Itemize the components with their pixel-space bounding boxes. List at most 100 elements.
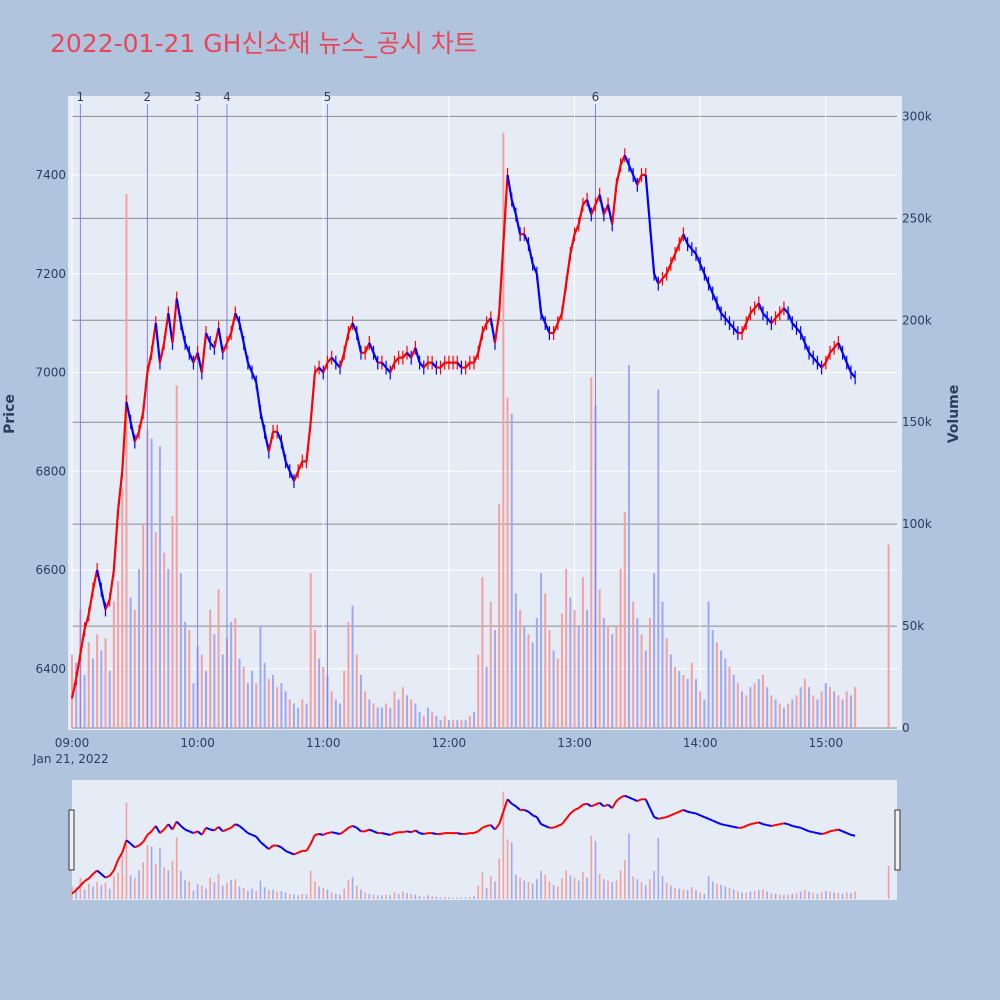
mini-volume-bar (644, 885, 647, 899)
mini-price-candle (230, 823, 236, 829)
price-candle (121, 402, 128, 472)
mini-price-candle (293, 851, 299, 856)
mini-price-candle (515, 805, 521, 811)
mini-price-candle (578, 803, 584, 809)
mini-volume-bar (163, 867, 165, 899)
mini-volume-bar (104, 882, 107, 899)
price-candle (104, 599, 111, 610)
mini-volume-bar (452, 897, 454, 899)
volume-bar (284, 691, 287, 728)
mini-volume-bar (678, 888, 681, 899)
y-tick-label: 6800 (35, 464, 66, 478)
mini-volume-bar (422, 896, 425, 899)
mini-volume-bar (368, 893, 371, 899)
mini-volume-bar (732, 889, 735, 899)
mini-price-candle (247, 832, 253, 836)
mini-price-candle (620, 794, 626, 799)
mini-price-candle (850, 833, 856, 837)
volume-bar (242, 666, 245, 728)
volume-bar (401, 687, 404, 728)
mini-price-candle (846, 832, 852, 836)
price-candle (204, 332, 212, 344)
price-candle (824, 352, 832, 364)
mini-volume-bar (758, 890, 760, 899)
volume-bar (665, 638, 668, 728)
mini-volume-bar (489, 876, 492, 899)
volume-bar (736, 683, 739, 728)
price-candle (242, 342, 249, 363)
price-candle (799, 332, 806, 344)
price-candle (146, 352, 153, 373)
mini-volume-bar (674, 887, 676, 899)
mini-price-candle (783, 822, 789, 826)
price-candle (632, 174, 639, 186)
mini-price-candle (825, 830, 831, 835)
mini-price-candle (527, 810, 534, 817)
volume-bar (397, 699, 400, 728)
mini-volume-bar (481, 871, 484, 899)
volume-bar (674, 666, 677, 728)
mini-price-candle (695, 812, 701, 817)
mini-volume-bar (540, 871, 542, 899)
volume-bar (841, 699, 844, 728)
volume-bar (359, 674, 362, 728)
volume-bar (163, 552, 166, 728)
mini-volume-bar (397, 893, 400, 899)
range-slider[interactable] (72, 780, 897, 900)
mini-price-candle (322, 832, 328, 836)
volume-bar (368, 699, 371, 728)
mini-volume-bar (665, 882, 668, 899)
price-series (70, 148, 856, 699)
price-candle (615, 164, 622, 186)
volume-bar (581, 577, 584, 728)
mini-price-candle (163, 823, 170, 831)
mini-volume-bar (221, 885, 224, 899)
price-candle (309, 372, 316, 422)
mini-volume-bar (230, 879, 232, 899)
price-candle (552, 322, 559, 334)
mini-volume-bar (577, 880, 580, 899)
mini-volume-bar (845, 892, 848, 899)
volume-bar (221, 654, 224, 728)
price-candle (598, 194, 605, 215)
volume-bar (749, 687, 752, 728)
volume-bar (83, 674, 86, 728)
price-candle (749, 307, 756, 314)
volume-bar (590, 377, 593, 728)
mini-volume-bar (439, 897, 442, 899)
mini-price-candle (394, 831, 399, 835)
price-candle (477, 332, 484, 353)
mini-price-candle (314, 833, 320, 836)
mini-price-candle (112, 859, 119, 871)
mini-volume-bar (812, 893, 815, 899)
mini-volume-bar (502, 791, 505, 899)
y2-tick-label: 200k (902, 313, 932, 327)
mini-price-candle (188, 830, 194, 835)
mini-volume-bar (393, 892, 396, 899)
price-candle (137, 411, 145, 432)
mini-price-candle (356, 826, 362, 833)
volume-bar (406, 695, 409, 728)
range-slider-right-handle[interactable] (894, 809, 901, 871)
mini-price-candle (180, 825, 186, 831)
mini-price-candle (205, 826, 211, 831)
mini-price-candle (553, 825, 559, 829)
volume-bar (418, 711, 421, 728)
volume-bar (636, 617, 639, 728)
price-candle (711, 293, 718, 304)
price-candle (142, 372, 149, 413)
volume-bar (828, 687, 831, 728)
volume-bar (548, 630, 551, 728)
price-candle (544, 322, 551, 334)
volume-bar (761, 674, 764, 728)
volume-bar (447, 719, 450, 728)
mini-price-candle (477, 826, 484, 833)
mini-volume-bar (288, 893, 291, 899)
mini-price-candle (511, 802, 517, 808)
price-candle (841, 352, 848, 364)
volume-bar (100, 650, 103, 728)
price-candle (112, 510, 120, 571)
range-slider-left-handle[interactable] (68, 809, 75, 871)
price-candle (108, 569, 115, 600)
volume-bar (615, 626, 618, 728)
